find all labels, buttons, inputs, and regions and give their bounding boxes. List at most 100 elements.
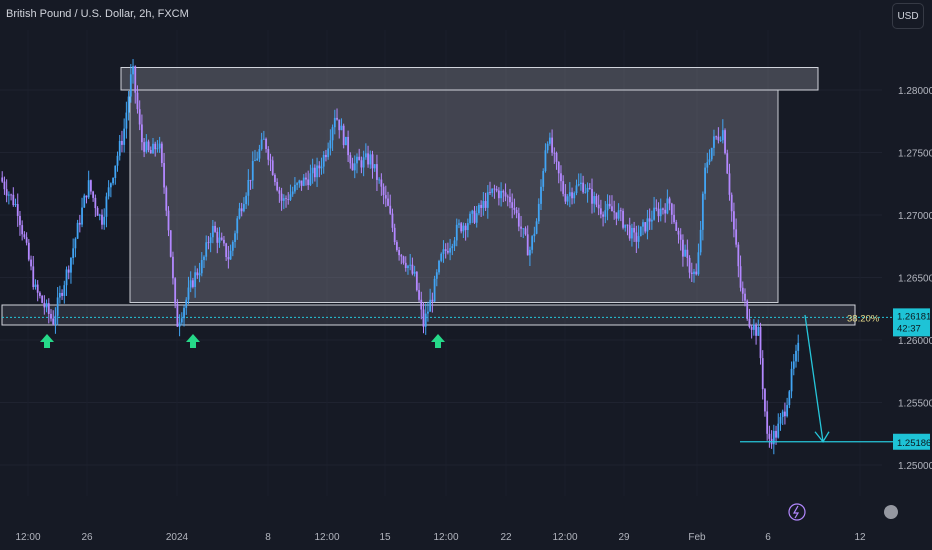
candle-body — [63, 285, 66, 296]
candle-body — [278, 190, 281, 194]
candle-body — [697, 252, 700, 275]
candle-body — [728, 173, 731, 195]
candle-body — [271, 160, 274, 175]
candle-body — [759, 326, 762, 359]
candle-body — [666, 198, 669, 214]
x-tick-label: 12:00 — [552, 532, 577, 543]
candle-body — [407, 265, 409, 269]
candle-body — [628, 225, 631, 239]
candle-body — [701, 193, 704, 230]
candle-body — [506, 196, 509, 198]
candle-body — [23, 234, 26, 238]
candle-body — [223, 239, 225, 244]
candle-body — [41, 295, 44, 303]
candle-body — [464, 225, 467, 231]
candle-body — [739, 266, 742, 288]
candle-body — [371, 154, 374, 169]
candle-body — [260, 139, 263, 150]
candle-body — [376, 164, 378, 180]
candle-body — [418, 290, 420, 300]
candle-body — [262, 138, 265, 140]
candle-body — [664, 209, 667, 214]
candle-body — [378, 179, 381, 181]
candle-body — [152, 143, 154, 154]
candle-body — [107, 187, 110, 197]
candle-body — [619, 210, 622, 212]
candle-body — [544, 150, 547, 172]
candle-body — [296, 183, 299, 185]
candle-body — [591, 188, 593, 204]
candle-body — [56, 297, 59, 316]
candle-body — [404, 262, 407, 269]
candle-body — [132, 66, 134, 75]
candle-body — [577, 184, 580, 186]
candle-body — [733, 211, 735, 230]
candle-body — [389, 205, 392, 214]
candle-body — [491, 188, 494, 193]
candle-body — [655, 207, 658, 209]
candle-body — [511, 202, 514, 208]
candle-body — [127, 96, 130, 113]
candle-body — [105, 196, 108, 217]
globe-icon[interactable] — [884, 505, 898, 519]
candle-body — [300, 180, 303, 186]
y-tick-label: 1.25000 — [898, 461, 932, 472]
candle-body — [154, 143, 157, 150]
currency-button[interactable]: USD — [892, 3, 924, 29]
candle-body — [125, 112, 128, 129]
candle-body — [644, 222, 647, 232]
candle-body — [633, 227, 636, 233]
candle-body — [19, 215, 21, 226]
candle-body — [187, 287, 190, 300]
candle-body — [795, 350, 797, 362]
candle-body — [101, 214, 103, 225]
candle-body — [708, 159, 711, 163]
candle-body — [533, 233, 536, 237]
candle-body — [74, 238, 77, 249]
candle-body — [781, 411, 784, 417]
candle-body — [548, 137, 551, 144]
candle-body — [70, 257, 72, 273]
candle-body — [659, 208, 662, 217]
candle-body — [611, 206, 613, 212]
candle-body — [183, 307, 185, 319]
candle-body — [249, 179, 252, 181]
candles — [1, 59, 800, 455]
candle-body — [560, 173, 562, 182]
candle-body — [420, 299, 423, 310]
candle-body — [779, 416, 782, 424]
candle-body — [218, 237, 221, 243]
candle-body — [522, 228, 525, 230]
candle-body — [211, 225, 214, 238]
target-price-tag: 1.25186 — [893, 433, 931, 450]
candle-body — [393, 227, 396, 243]
candle-body — [429, 299, 432, 312]
candle-body — [480, 204, 483, 208]
candle-body — [790, 368, 793, 392]
candle-body — [415, 271, 418, 291]
candle-body — [172, 256, 174, 279]
candle-body — [180, 318, 183, 323]
candle-body — [424, 313, 427, 327]
candle-body — [670, 203, 673, 215]
candle-body — [446, 250, 449, 253]
candle-body — [358, 156, 361, 161]
candle-body — [61, 292, 63, 296]
candle-body — [710, 147, 713, 160]
candle-body — [25, 237, 28, 243]
candle-body — [719, 140, 722, 141]
x-axis: 12:00 26 2024 8 12:00 15 12:00 22 12:00 29 Feb 6 12 — [15, 532, 866, 543]
y-tick-label: 1.27500 — [898, 149, 932, 160]
candle-body — [67, 269, 70, 273]
support-arrow-icon — [431, 334, 445, 348]
candle-body — [289, 194, 292, 200]
lightning-icon[interactable] — [788, 503, 806, 521]
y-tick-label: 1.26500 — [898, 274, 932, 285]
candle-body — [444, 249, 447, 251]
candle-body — [240, 208, 243, 212]
y-tick-label: 1.28000 — [898, 86, 932, 97]
candle-body — [458, 223, 460, 225]
candle-body — [797, 342, 800, 351]
projection-arrowhead — [814, 431, 830, 443]
